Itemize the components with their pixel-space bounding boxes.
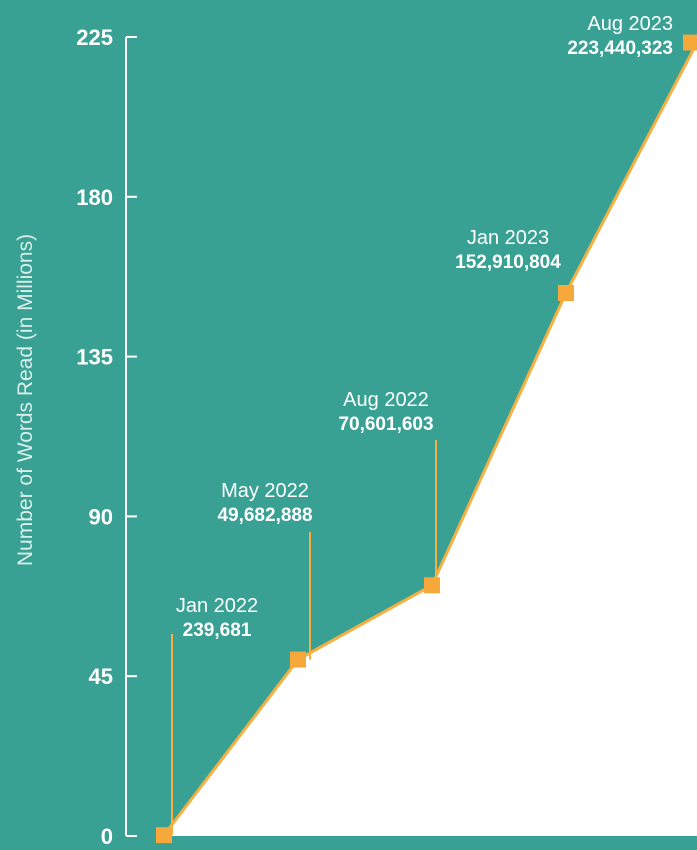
y-tick-label: 180	[76, 185, 113, 210]
y-tick-label: 135	[76, 345, 113, 370]
point-date-label: Aug 2023	[587, 13, 673, 35]
data-point-marker	[424, 577, 440, 594]
y-axis-label: Number of Words Read (in Millions)	[14, 234, 37, 566]
point-value-label: 239,681	[183, 620, 252, 641]
y-tick-label: 90	[89, 504, 113, 529]
point-value-label: 152,910,804	[455, 252, 561, 273]
area-under-curve	[164, 42, 697, 837]
y-tick-label: 0	[101, 824, 113, 849]
y-tick-label: 45	[89, 664, 113, 689]
point-value-label: 223,440,323	[567, 38, 673, 59]
data-point-marker	[558, 284, 574, 301]
point-value-label: 70,601,603	[338, 414, 433, 435]
data-point-marker	[683, 34, 697, 51]
data-point-marker	[156, 827, 172, 844]
point-date-label: Jan 2023	[467, 227, 549, 249]
point-date-label: Jan 2022	[176, 595, 258, 617]
y-tick-label: 225	[76, 25, 113, 50]
point-value-label: 49,682,888	[217, 505, 312, 526]
point-date-label: May 2022	[221, 480, 309, 502]
data-point-marker	[290, 651, 306, 668]
baseline-band	[160, 836, 697, 850]
point-date-label: Aug 2022	[343, 389, 429, 411]
